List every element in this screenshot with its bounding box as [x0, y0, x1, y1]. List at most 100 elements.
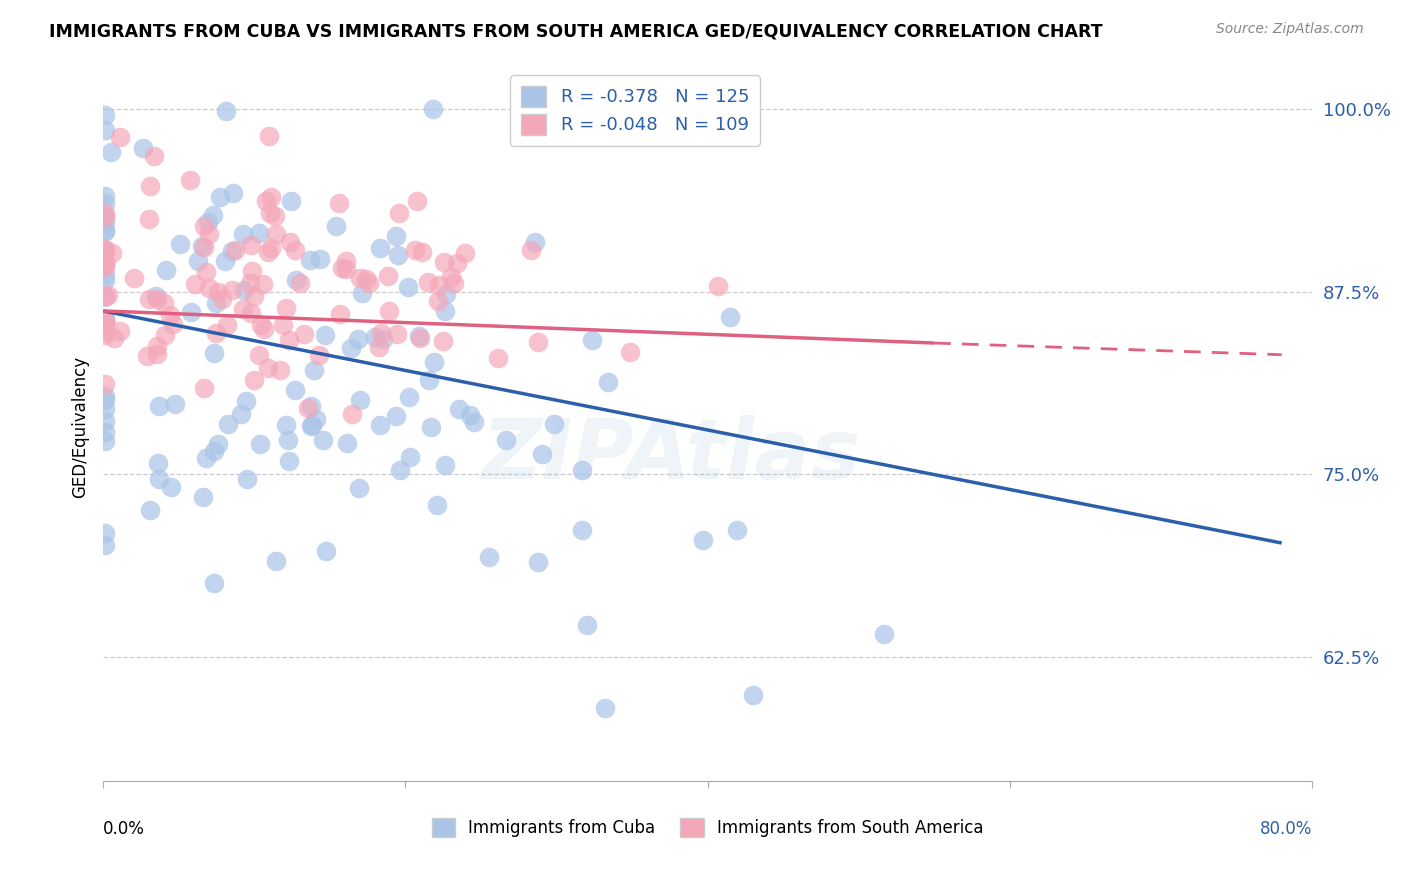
Point	[422, 103, 444, 117]
Point	[136, 349, 159, 363]
Point	[276, 301, 298, 315]
Point	[93, 434, 115, 448]
Point	[543, 417, 565, 432]
Point	[259, 241, 281, 255]
Point	[93, 258, 115, 272]
Point	[93, 316, 115, 330]
Point	[242, 373, 264, 387]
Point	[221, 283, 243, 297]
Point	[257, 128, 280, 143]
Point	[193, 219, 215, 234]
Point	[221, 244, 243, 259]
Point	[236, 472, 259, 486]
Point	[194, 264, 217, 278]
Point	[571, 463, 593, 477]
Point	[299, 400, 322, 414]
Point	[278, 235, 301, 249]
Point	[110, 324, 132, 338]
Point	[187, 253, 209, 268]
Point	[110, 129, 132, 144]
Point	[202, 443, 225, 458]
Point	[93, 224, 115, 238]
Point	[463, 415, 485, 429]
Point	[423, 355, 446, 369]
Point	[264, 209, 287, 223]
Point	[93, 318, 115, 332]
Point	[449, 402, 471, 417]
Point	[252, 277, 274, 292]
Point	[93, 210, 115, 224]
Point	[93, 209, 115, 223]
Point	[707, 279, 730, 293]
Point	[305, 412, 328, 426]
Point	[280, 194, 302, 208]
Point	[101, 245, 124, 260]
Point	[328, 196, 350, 211]
Point	[93, 243, 115, 257]
Point	[288, 276, 311, 290]
Point	[93, 289, 115, 303]
Point	[240, 306, 263, 320]
Point	[336, 436, 359, 450]
Point	[718, 310, 741, 324]
Point	[396, 280, 419, 294]
Point	[93, 393, 115, 408]
Point	[222, 186, 245, 201]
Point	[595, 701, 617, 715]
Point	[229, 408, 252, 422]
Point	[100, 145, 122, 160]
Point	[370, 326, 392, 340]
Point	[398, 390, 420, 404]
Point	[243, 289, 266, 303]
Point	[180, 305, 202, 319]
Point	[298, 253, 321, 268]
Point	[217, 417, 239, 431]
Point	[429, 277, 451, 292]
Point	[446, 256, 468, 270]
Point	[93, 376, 115, 391]
Point	[315, 544, 337, 558]
Point	[169, 237, 191, 252]
Point	[93, 258, 115, 272]
Point	[284, 383, 307, 397]
Point	[408, 328, 430, 343]
Point	[215, 103, 238, 118]
Point	[454, 245, 477, 260]
Point	[329, 307, 352, 321]
Point	[495, 434, 517, 448]
Point	[299, 419, 322, 434]
Point	[93, 273, 115, 287]
Point	[269, 362, 291, 376]
Point	[356, 272, 378, 286]
Point	[193, 240, 215, 254]
Point	[271, 318, 294, 333]
Point	[254, 194, 277, 208]
Point	[427, 293, 450, 308]
Point	[146, 347, 169, 361]
Point	[440, 269, 463, 284]
Point	[207, 285, 229, 299]
Point	[416, 276, 439, 290]
Point	[335, 253, 357, 268]
Point	[741, 689, 763, 703]
Point	[277, 433, 299, 447]
Point	[308, 252, 330, 266]
Point	[530, 447, 553, 461]
Point	[197, 214, 219, 228]
Point	[193, 490, 215, 504]
Point	[426, 499, 449, 513]
Point	[162, 317, 184, 331]
Point	[93, 216, 115, 230]
Point	[406, 194, 429, 208]
Point	[93, 188, 115, 202]
Text: 80.0%: 80.0%	[1260, 820, 1312, 838]
Point	[384, 409, 406, 423]
Point	[692, 533, 714, 548]
Point	[368, 340, 391, 354]
Point	[159, 308, 181, 322]
Point	[250, 318, 273, 333]
Text: Source: ZipAtlas.com: Source: ZipAtlas.com	[1216, 22, 1364, 37]
Point	[274, 417, 297, 432]
Point	[339, 341, 361, 355]
Point	[93, 244, 115, 259]
